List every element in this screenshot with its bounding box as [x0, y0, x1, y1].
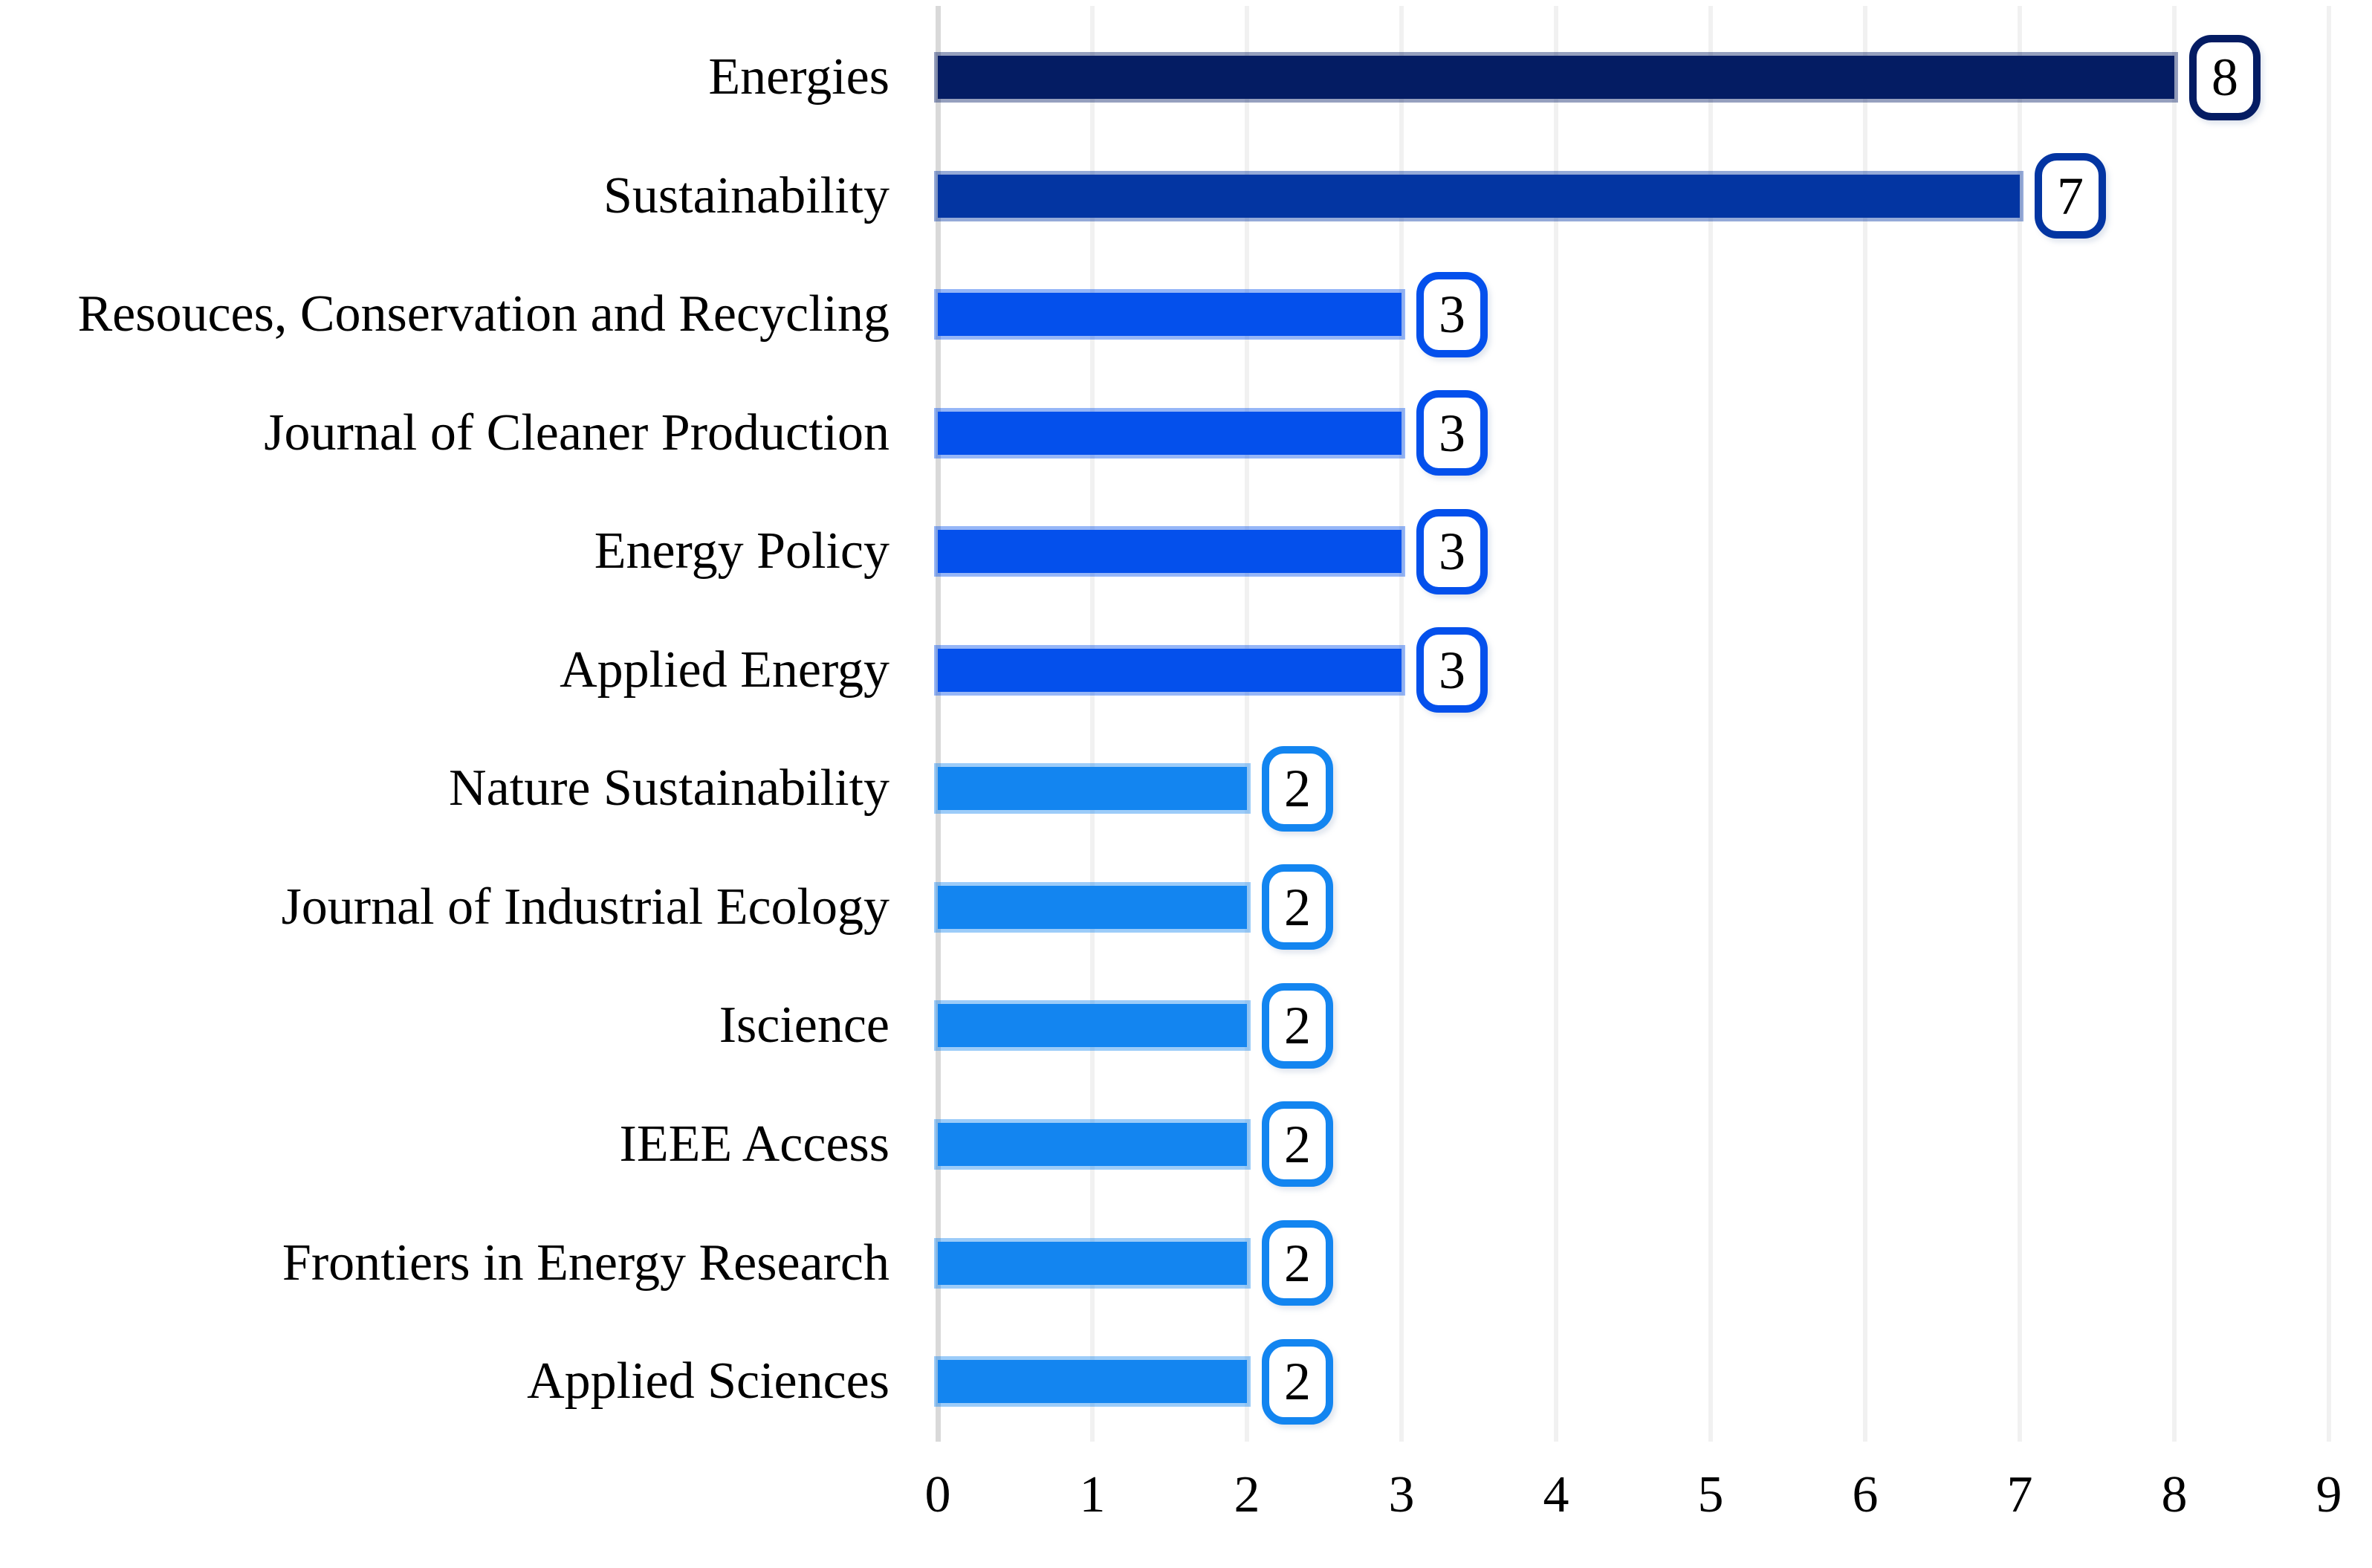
gridline-x-4 [1554, 6, 1558, 1442]
x-tick-9: 9 [2316, 1466, 2342, 1523]
category-label-energies: Energies [708, 48, 890, 106]
data-label-ieee-access: 2 [1262, 1101, 1333, 1188]
category-label-applied-energy: Applied Energy [560, 641, 890, 699]
category-label-journal-of-cleaner-production: Journal of Cleaner Production [264, 404, 890, 461]
bar-sustainability [938, 174, 2020, 218]
data-label-resouces-conservation-and-recycling: 3 [1416, 271, 1488, 357]
x-tick-0: 0 [924, 1466, 951, 1523]
bar-energies [938, 56, 2174, 99]
bar-ieee-access [938, 1122, 1247, 1166]
category-label-sustainability: Sustainability [603, 166, 890, 224]
data-label-iscience: 2 [1262, 982, 1333, 1069]
data-label-applied-sciences: 2 [1262, 1338, 1333, 1425]
y-axis-baseline [935, 6, 941, 1442]
x-tick-5: 5 [1697, 1466, 1724, 1523]
bar-frontiers-in-energy-research [938, 1241, 1247, 1285]
bar-resouces-conservation-and-recycling [938, 293, 1402, 337]
x-tick-2: 2 [1234, 1466, 1260, 1523]
bar-journal-of-industrial-ecology [938, 885, 1247, 929]
category-label-frontiers-in-energy-research: Frontiers in Energy Research [282, 1234, 890, 1292]
category-label-energy-policy: Energy Policy [594, 522, 890, 580]
category-label-nature-sustainability: Nature Sustainability [449, 759, 890, 817]
data-label-nature-sustainability: 2 [1262, 745, 1333, 832]
gridline-x-6 [1863, 6, 1867, 1442]
x-tick-4: 4 [1543, 1466, 1569, 1523]
data-label-energies: 8 [2189, 34, 2261, 120]
bar-iscience [938, 1004, 1247, 1048]
gridline-x-9 [2327, 6, 2331, 1442]
category-label-ieee-access: IEEE Access [619, 1115, 890, 1173]
bar-nature-sustainability [938, 767, 1247, 811]
x-tick-8: 8 [2161, 1466, 2188, 1523]
gridline-x-8 [2172, 6, 2177, 1442]
gridline-x-2 [1245, 6, 1249, 1442]
x-tick-6: 6 [1852, 1466, 1879, 1523]
category-label-applied-sciences: Applied Sciences [527, 1352, 890, 1410]
gridline-x-7 [2018, 6, 2022, 1442]
bar-applied-sciences [938, 1360, 1247, 1404]
data-label-journal-of-industrial-ecology: 2 [1262, 864, 1333, 950]
data-label-sustainability: 7 [2035, 153, 2106, 239]
x-tick-1: 1 [1079, 1466, 1106, 1523]
data-label-energy-policy: 3 [1416, 508, 1488, 595]
gridline-x-5 [1708, 6, 1713, 1442]
bar-journal-of-cleaner-production [938, 411, 1402, 455]
data-label-journal-of-cleaner-production: 3 [1416, 390, 1488, 476]
data-label-applied-energy: 3 [1416, 627, 1488, 713]
x-tick-3: 3 [1388, 1466, 1415, 1523]
category-label-journal-of-industrial-ecology: Journal of Industrial Ecology [281, 878, 890, 936]
bar-energy-policy [938, 530, 1402, 574]
gridline-x-3 [1399, 6, 1404, 1442]
category-label-resouces-conservation-and-recycling: Resouces, Conservation and Recycling [77, 285, 890, 343]
x-tick-7: 7 [2006, 1466, 2033, 1523]
bar-applied-energy [938, 648, 1402, 692]
data-label-frontiers-in-energy-research: 2 [1262, 1220, 1333, 1306]
category-label-iscience: Iscience [719, 997, 890, 1054]
gridline-x-1 [1090, 6, 1095, 1442]
